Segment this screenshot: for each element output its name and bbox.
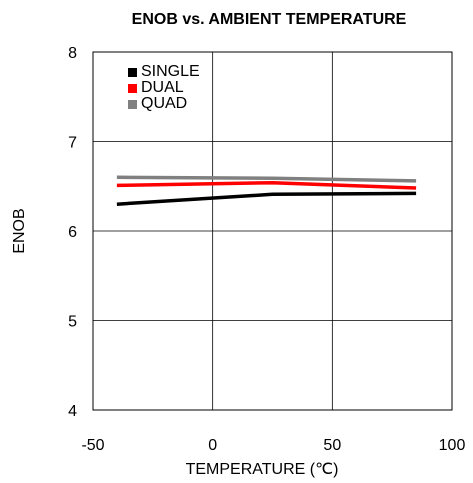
- grid: [93, 52, 452, 410]
- x-axis-label: TEMPERATURE (℃): [186, 461, 339, 478]
- x-tick-label: 100: [439, 437, 466, 454]
- x-tick-label: 50: [323, 437, 341, 454]
- series-line-quad: [116, 175, 417, 183]
- legend-label-single: SINGLE: [141, 63, 200, 80]
- y-tick-label: 4: [68, 403, 77, 420]
- legend-label-dual: DUAL: [141, 79, 184, 96]
- legend-swatch-single: [128, 68, 137, 77]
- chart-title: ENOB vs. AMBIENT TEMPERATURE: [132, 11, 407, 28]
- legend-swatch-quad: [128, 100, 137, 109]
- series-layer: [116, 175, 417, 206]
- y-tick-label: 6: [68, 224, 77, 241]
- plot-frame: [92, 51, 453, 411]
- x-tick-label: 0: [208, 437, 217, 454]
- y-tick-label: 8: [68, 45, 77, 62]
- legend-swatch-dual: [128, 84, 137, 93]
- series-line-dual: [116, 180, 417, 190]
- y-axis-label: ENOB: [11, 208, 28, 253]
- legend-label-quad: QUAD: [141, 95, 187, 112]
- y-tick-labels: 4 5 6 7 8: [68, 45, 77, 420]
- y-tick-label: 7: [68, 135, 77, 152]
- y-tick-label: 5: [68, 314, 77, 331]
- x-tick-label: -50: [81, 437, 104, 454]
- x-tick-labels: -50 0 50 100: [81, 437, 465, 454]
- series-line-single: [116, 191, 417, 206]
